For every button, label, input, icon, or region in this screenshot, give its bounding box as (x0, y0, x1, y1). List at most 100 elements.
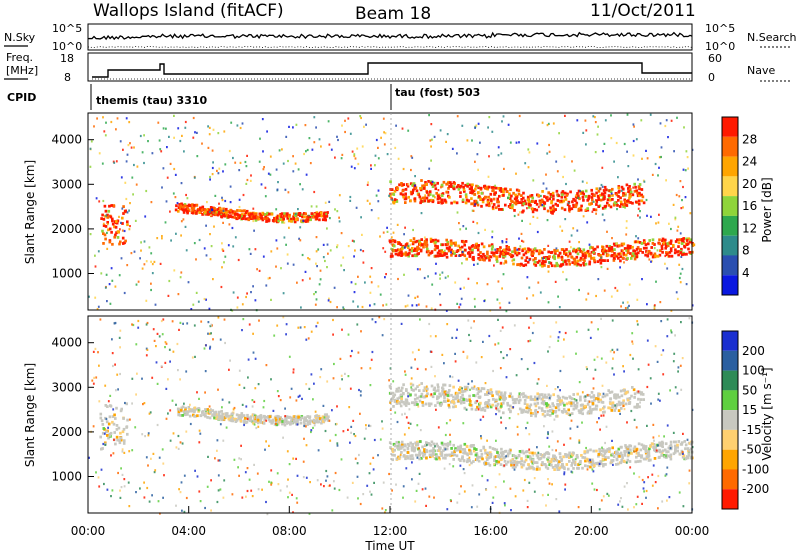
power-scatter-cell (132, 193, 134, 196)
velocity-scatter-cell (547, 432, 549, 436)
velocity-cell (466, 385, 469, 389)
velocity-cell (572, 393, 575, 396)
power-cell (602, 252, 605, 256)
power-cell (527, 205, 531, 209)
velocity-cell (101, 431, 105, 435)
power-scatter-cell (423, 276, 426, 280)
power-cell (192, 211, 195, 215)
power-cell (404, 197, 408, 201)
power-scatter-cell (337, 138, 339, 142)
velocity-cell (674, 448, 677, 452)
power-cell (206, 208, 210, 211)
velocity-cell (462, 459, 466, 463)
velocity-scatter-cell (131, 377, 134, 380)
velocity-cell (593, 398, 596, 402)
power-cell (240, 209, 244, 213)
velocity-scatter-cell (151, 376, 154, 379)
velocity-cell (388, 384, 392, 388)
power-cell (462, 185, 465, 189)
velocity-cell (306, 423, 309, 426)
power-scatter-cell (258, 160, 261, 163)
power-cell (492, 251, 496, 255)
velocity-cell (591, 400, 594, 404)
power-scatter-cell (473, 263, 475, 266)
power-scatter-cell (412, 228, 414, 232)
power-scatter-cell (582, 215, 585, 218)
velocity-cell (663, 455, 666, 459)
velocity-scatter-cell (339, 357, 342, 360)
velocity-cell (586, 464, 590, 468)
power-scatter-cell (537, 205, 540, 209)
power-scatter-cell (488, 116, 491, 119)
power-scatter-cell (361, 145, 364, 148)
power-scatter-cell (120, 257, 123, 260)
power-scatter-cell (610, 114, 612, 117)
velocity-scatter-cell (354, 434, 357, 438)
power-cell (475, 201, 478, 205)
power-cell (416, 248, 419, 252)
power-scatter-cell (221, 248, 224, 251)
velocity-cell (618, 403, 622, 407)
power-scatter-cell (657, 174, 659, 177)
power-scatter-cell (623, 142, 626, 146)
power-cell (512, 262, 515, 266)
velocity-cell (476, 392, 480, 396)
velocity-cell (238, 417, 242, 421)
velocity-cell (640, 443, 644, 447)
velocity-cell (252, 421, 255, 425)
velocity-cell (215, 417, 218, 420)
power-cell (547, 191, 550, 195)
power-scatter-cell (343, 269, 345, 272)
velocity-cell (243, 419, 246, 423)
power-scatter-cell (309, 162, 312, 165)
velocity-scatter-cell (241, 329, 243, 332)
power-cell (252, 211, 255, 215)
velocity-scatter-cell (270, 469, 273, 472)
velocity-cell (538, 406, 541, 410)
velocity-cell (608, 391, 612, 394)
power-cell (436, 251, 440, 255)
velocity-cell (412, 401, 416, 405)
power-scatter-cell (562, 175, 564, 179)
power-scatter-cell (659, 301, 662, 304)
velocity-cell (439, 394, 442, 398)
velocity-cell (126, 432, 129, 436)
velocity-cell (502, 456, 505, 460)
velocity-scatter-cell (231, 493, 234, 496)
velocity-cell (400, 399, 403, 403)
power-scatter-cell (410, 155, 413, 158)
power-scatter-cell (595, 294, 597, 298)
power-cell (557, 254, 560, 257)
velocity-scatter-cell (666, 335, 669, 338)
power-scatter-cell (224, 255, 227, 258)
velocity-scatter-cell (434, 335, 437, 338)
velocity-scatter-cell (395, 483, 397, 486)
power-scatter-cell (439, 129, 442, 132)
velocity-scatter-cell (586, 468, 589, 471)
velocity-scatter-cell (593, 358, 596, 361)
power-cell (557, 255, 560, 259)
power-cell (639, 248, 642, 251)
power-scatter-cell (505, 241, 508, 244)
power-scatter-cell (523, 202, 526, 205)
power-cell (497, 204, 500, 208)
velocity-cell (619, 401, 623, 405)
velocity-cell (429, 402, 433, 406)
velocity-cell (642, 398, 645, 401)
velocity-scatter-cell (629, 466, 632, 469)
velocity-scatter-cell (551, 430, 554, 433)
velocity-cell (552, 410, 555, 413)
power-cell (307, 218, 310, 221)
velocity-cell (320, 418, 324, 422)
power-scatter-cell (476, 201, 479, 204)
velocity-scatter-cell (175, 504, 177, 507)
velocity-scatter-cell (297, 395, 300, 398)
velocity-cell (641, 393, 645, 396)
power-cell (314, 215, 318, 218)
power-cell (421, 184, 424, 188)
power-cell (324, 218, 327, 222)
power-cell (665, 251, 668, 254)
velocity-scatter-cell (494, 486, 497, 489)
velocity-cell (496, 455, 499, 458)
power-cell (422, 187, 426, 190)
